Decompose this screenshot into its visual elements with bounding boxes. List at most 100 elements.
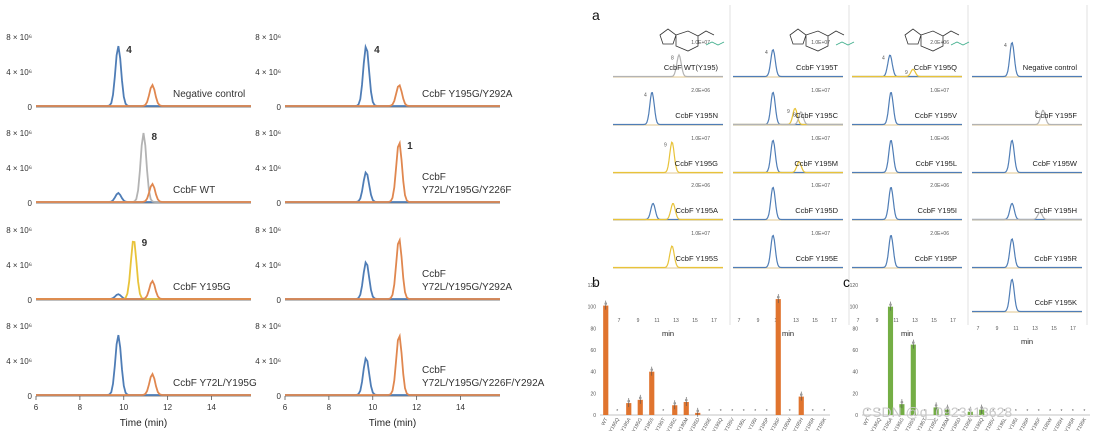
peak-tag: 4 xyxy=(765,50,768,56)
x-tick-label: 10 xyxy=(368,403,377,412)
y-tick-label: 100 xyxy=(850,305,859,311)
trace-label: Y72L/Y195G/Y226F/Y292A xyxy=(422,378,545,389)
peak-tag: 8 xyxy=(671,55,674,61)
data-point xyxy=(673,401,677,405)
x-tick-label: 7 xyxy=(857,318,860,324)
peak-tag: 4 xyxy=(374,45,380,56)
y-tick-label: 8 × 10⁶ xyxy=(255,33,281,42)
x-tick-label: 6 xyxy=(283,403,288,412)
trace-blue xyxy=(852,139,962,174)
trace-label: CcbF Y195H xyxy=(1034,206,1077,215)
data-point xyxy=(889,303,892,306)
y-tick-label: 8 × 10⁶ xyxy=(255,226,281,235)
y-tick-label: 80 xyxy=(590,326,596,332)
data-point xyxy=(650,368,654,371)
x-tick-label: 13 xyxy=(673,318,679,324)
x-tick-label: 12 xyxy=(412,403,421,412)
y-tick-label: 60 xyxy=(852,348,858,354)
x-tick-label: 11 xyxy=(654,318,659,324)
x-axis-title: Time (min) xyxy=(120,418,167,429)
peak-tag: 1 xyxy=(407,141,413,152)
trace-orange xyxy=(285,83,500,107)
data-point xyxy=(684,398,688,402)
molecule-structure xyxy=(659,28,715,52)
scale-label: 2.0E+06 xyxy=(930,40,949,46)
trace-label: Y72L/Y195G/Y226F xyxy=(422,185,512,196)
bar xyxy=(672,405,678,415)
bar xyxy=(887,306,894,415)
bar xyxy=(910,344,916,415)
y-tick-label: 0 xyxy=(28,103,33,112)
peak-tag: 8 xyxy=(793,112,796,118)
x-tick-label: 11 xyxy=(893,318,898,324)
y-tick-label: 8 × 10⁶ xyxy=(6,322,32,331)
zero-marker: * xyxy=(616,409,618,415)
zero-marker: * xyxy=(1038,409,1040,415)
x-tick-label: 8 xyxy=(78,403,83,412)
trace-label: CcbF Y195E xyxy=(796,254,838,263)
peak-tag: 9 xyxy=(905,70,908,76)
y-tick-label: 4 × 10⁶ xyxy=(255,164,281,173)
zero-marker: * xyxy=(878,409,880,415)
trace-label: CcbF Y195W xyxy=(1033,159,1078,168)
scale-label: 1.0E+07 xyxy=(811,40,830,46)
scale-label: 1.0E+07 xyxy=(691,40,710,46)
molecule-highlight xyxy=(705,41,725,46)
bar xyxy=(775,299,781,415)
y-tick-label: 120 xyxy=(850,283,859,289)
trace-label: Negative control xyxy=(173,89,245,100)
left-column-1: 0 4 × 10⁶ 8 × 10⁶ 4 Negative control 0 4 × 10⁶… xyxy=(6,33,257,429)
molecule-highlight xyxy=(835,41,855,46)
peak-tag: 8 xyxy=(152,132,158,143)
zero-marker: * xyxy=(958,409,960,415)
y-tick-label: 0 xyxy=(593,413,596,419)
trace-blue xyxy=(972,237,1082,269)
category-label: Y195L xyxy=(735,417,748,431)
trace-label: CcbF Y195L xyxy=(915,159,957,168)
y-tick-label: 0 xyxy=(277,392,282,401)
x-tick-label: 7 xyxy=(738,318,741,324)
bar xyxy=(649,371,655,415)
peak-tag: 9 xyxy=(664,142,667,148)
trace-gray xyxy=(613,53,723,78)
trace-label: CcbF Y195S xyxy=(676,254,718,263)
x-tick-label: 13 xyxy=(793,318,799,324)
data-point xyxy=(776,295,780,299)
data-point xyxy=(604,302,608,305)
trace-label: CcbF Y195D xyxy=(795,206,838,215)
x-tick-label: 15 xyxy=(931,318,937,324)
zero-marker: * xyxy=(731,409,733,415)
x-axis-title: min xyxy=(901,329,913,338)
category-label: WT xyxy=(600,417,609,427)
x-tick-label: 9 xyxy=(757,318,760,324)
y-tick-label: 4 × 10⁶ xyxy=(6,261,32,270)
y-tick-label: 8 × 10⁶ xyxy=(6,226,32,235)
x-tick-label: 9 xyxy=(996,326,999,332)
trace-label: CcbF Y195V xyxy=(915,111,957,120)
zero-marker: * xyxy=(789,409,791,415)
x-tick-label: 6 xyxy=(34,403,39,412)
x-tick-label: 9 xyxy=(876,318,879,324)
category-label: Y195G xyxy=(631,417,644,431)
x-tick-label: 13 xyxy=(1032,326,1038,332)
y-tick-label: 4 × 10⁶ xyxy=(6,164,32,173)
category-label: Y195K xyxy=(1075,416,1088,431)
category-label: Y195F xyxy=(769,417,782,431)
x-tick-label: 14 xyxy=(456,403,465,412)
x-tick-label: 8 xyxy=(327,403,332,412)
trace-gold xyxy=(852,68,962,78)
x-axis-title: Time (min) xyxy=(369,418,416,429)
x-tick-label: 7 xyxy=(977,326,980,332)
trace-label: CcbF Y72L/Y195G xyxy=(173,378,257,389)
trace-orange xyxy=(285,332,500,396)
y-tick-label: 120 xyxy=(588,283,597,289)
category-label: Y195D xyxy=(689,417,702,431)
scale-label: 2.0E+06 xyxy=(691,88,710,94)
scale-label: 1.0E+07 xyxy=(930,88,949,94)
y-tick-label: 80 xyxy=(852,326,858,332)
x-tick-label: 15 xyxy=(812,318,818,324)
y-tick-label: 4 × 10⁶ xyxy=(6,357,32,366)
zero-marker: * xyxy=(1026,409,1028,415)
trace-blue xyxy=(972,139,1082,174)
